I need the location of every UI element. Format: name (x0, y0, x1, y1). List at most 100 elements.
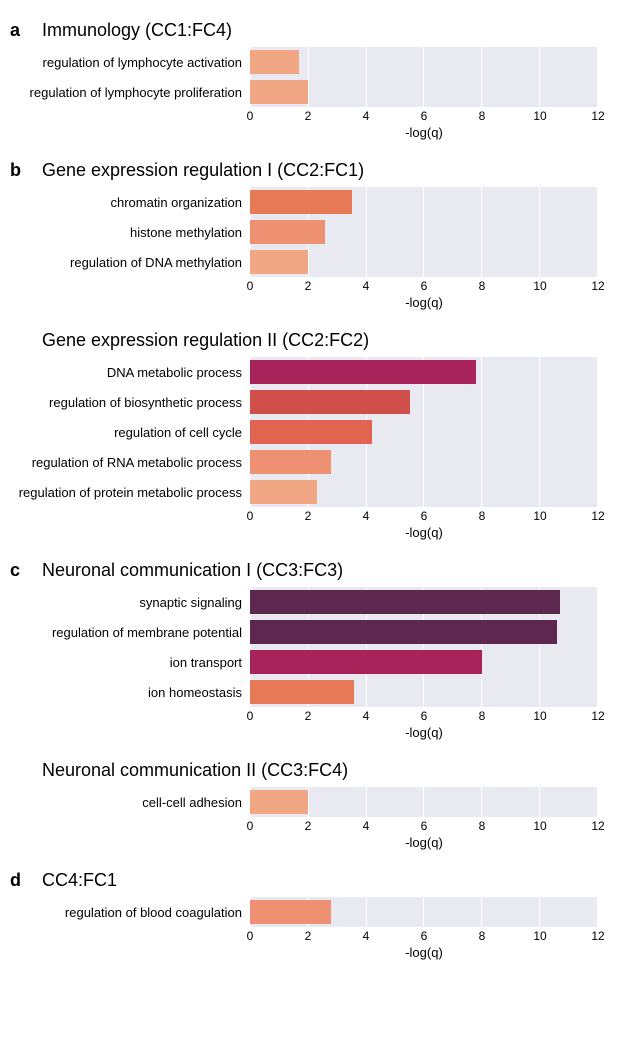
chart-title: Immunology (CC1:FC4) (42, 20, 232, 41)
chart-plot-area (250, 897, 598, 927)
chart-plot-area (250, 417, 598, 447)
axis-tick-label: 12 (591, 109, 604, 123)
bar (250, 650, 482, 673)
bar-label: regulation of DNA methylation (10, 255, 250, 270)
panel-letter: d (10, 870, 42, 891)
bar (250, 620, 557, 643)
axis-tick-label: 12 (591, 279, 604, 293)
axis-ticks: 024681012 (250, 929, 598, 945)
chart-row: regulation of cell cycle (10, 417, 622, 447)
axis-tick-label: 8 (479, 509, 486, 523)
chart-row: synaptic signaling (10, 587, 622, 617)
axis-tick-label: 8 (479, 109, 486, 123)
chart-row: chromatin organization (10, 187, 622, 217)
chart-title: Neuronal communication II (CC3:FC4) (42, 760, 348, 781)
chart-row: regulation of lymphocyte activation (10, 47, 622, 77)
bar (250, 190, 352, 213)
chart-row: regulation of DNA methylation (10, 247, 622, 277)
chart-plot-area (250, 787, 598, 817)
chart-plot-area (250, 647, 598, 677)
axis-tick-label: 6 (421, 279, 428, 293)
bar (250, 420, 372, 443)
axis-tick-label: 0 (247, 109, 254, 123)
axis-tick-label: 6 (421, 509, 428, 523)
chart-axis: 024681012 (10, 929, 622, 945)
axis-ticks: 024681012 (250, 819, 598, 835)
x-axis-label: -log(q) (250, 125, 598, 140)
bar-label: synaptic signaling (10, 595, 250, 610)
axis-tick-label: 10 (533, 109, 546, 123)
chart-row: regulation of protein metabolic process (10, 477, 622, 507)
bar-label: regulation of protein metabolic process (10, 485, 250, 500)
panel-header: cNeuronal communication I (CC3:FC3) (10, 560, 622, 581)
bar (250, 790, 308, 813)
chart-row: regulation of biosynthetic process (10, 387, 622, 417)
chart-plot-area (250, 47, 598, 77)
chart-row: cell-cell adhesion (10, 787, 622, 817)
axis-tick-label: 6 (421, 929, 428, 943)
chart-row: regulation of blood coagulation (10, 897, 622, 927)
axis-tick-label: 12 (591, 509, 604, 523)
axis-tick-label: 6 (421, 819, 428, 833)
chart: chromatin organization histone methylatio… (10, 187, 622, 310)
chart-plot-area (250, 247, 598, 277)
chart-plot-area (250, 357, 598, 387)
x-axis-label: -log(q) (250, 945, 598, 960)
x-axis-label: -log(q) (250, 725, 598, 740)
chart-title: Gene expression regulation I (CC2:FC1) (42, 160, 364, 181)
chart-plot-area (250, 617, 598, 647)
bar (250, 450, 331, 473)
axis-tick-label: 10 (533, 509, 546, 523)
panel-c: cNeuronal communication I (CC3:FC3) synap… (10, 560, 622, 850)
bar (250, 390, 410, 413)
axis-tick-label: 2 (305, 279, 312, 293)
axis-tick-label: 10 (533, 709, 546, 723)
panel-header: Neuronal communication II (CC3:FC4) (10, 760, 622, 781)
panel-letter: b (10, 160, 42, 181)
chart-row: histone methylation (10, 217, 622, 247)
chart-title: CC4:FC1 (42, 870, 117, 891)
axis-tick-label: 2 (305, 509, 312, 523)
chart-row: ion homeostasis (10, 677, 622, 707)
axis-tick-label: 6 (421, 109, 428, 123)
chart-row: DNA metabolic process (10, 357, 622, 387)
bar-label: regulation of RNA metabolic process (10, 455, 250, 470)
bar-label: regulation of membrane potential (10, 625, 250, 640)
axis-tick-label: 2 (305, 109, 312, 123)
bar-label: DNA metabolic process (10, 365, 250, 380)
chart-plot-area (250, 677, 598, 707)
axis-ticks: 024681012 (250, 709, 598, 725)
axis-tick-label: 10 (533, 279, 546, 293)
axis-tick-label: 4 (363, 819, 370, 833)
axis-tick-label: 8 (479, 819, 486, 833)
axis-tick-label: 0 (247, 709, 254, 723)
chart-axis: 024681012 (10, 509, 622, 525)
chart: regulation of blood coagulation 024681012… (10, 897, 622, 960)
chart-plot-area (250, 187, 598, 217)
axis-ticks: 024681012 (250, 279, 598, 295)
chart-row: regulation of lymphocyte proliferation (10, 77, 622, 107)
axis-tick-label: 0 (247, 279, 254, 293)
bar (250, 680, 354, 703)
panel-header: Gene expression regulation II (CC2:FC2) (10, 330, 622, 351)
x-axis-label: -log(q) (250, 295, 598, 310)
chart-row: regulation of membrane potential (10, 617, 622, 647)
bar (250, 480, 317, 503)
chart-plot-area (250, 217, 598, 247)
panel-letter: c (10, 560, 42, 581)
chart-title: Neuronal communication I (CC3:FC3) (42, 560, 343, 581)
chart-plot-area (250, 77, 598, 107)
axis-tick-label: 12 (591, 819, 604, 833)
chart: DNA metabolic process regulation of biosy… (10, 357, 622, 540)
bar-label: cell-cell adhesion (10, 795, 250, 810)
axis-tick-label: 4 (363, 709, 370, 723)
axis-tick-label: 2 (305, 929, 312, 943)
axis-tick-label: 6 (421, 709, 428, 723)
axis-ticks: 024681012 (250, 109, 598, 125)
bar (250, 50, 299, 73)
axis-tick-label: 12 (591, 709, 604, 723)
bar-label: regulation of biosynthetic process (10, 395, 250, 410)
bar-label: histone methylation (10, 225, 250, 240)
chart-axis: 024681012 (10, 109, 622, 125)
x-axis-label: -log(q) (250, 525, 598, 540)
